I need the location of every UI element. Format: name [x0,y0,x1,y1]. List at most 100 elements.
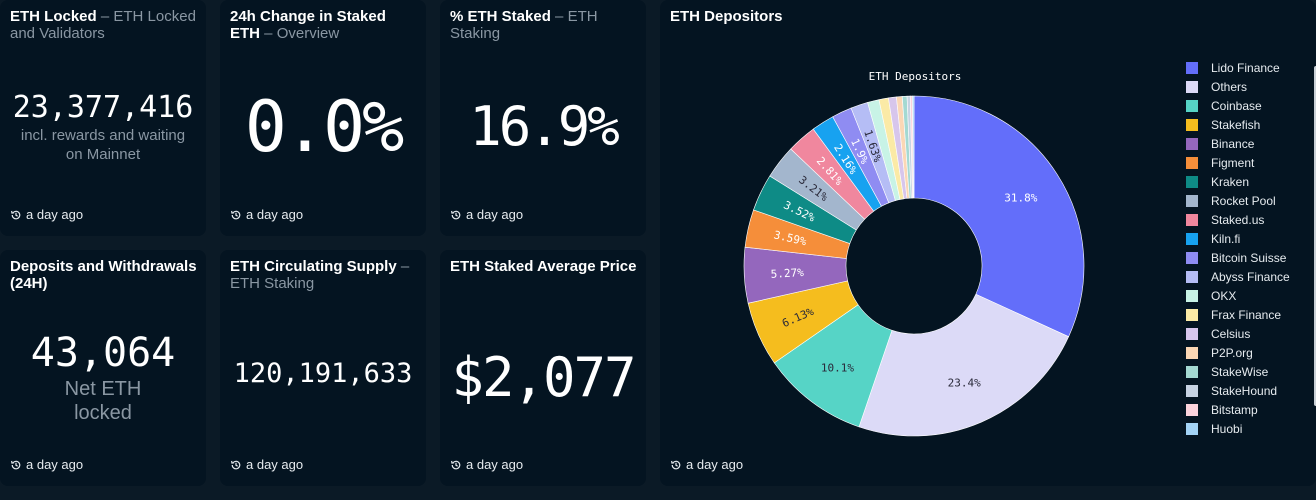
legend-label: Stakefish [1211,117,1261,132]
legend-item[interactable]: OKX [1186,286,1310,305]
updated-timestamp: a day ago [10,457,83,472]
legend-item[interactable]: P2P.org [1186,343,1310,362]
legend-scrollbar[interactable] [1314,66,1316,406]
pie-slice-others[interactable] [858,293,1070,437]
title-subtitle: ETH Staking [450,8,598,42]
legend-item[interactable]: Rocket Pool [1186,191,1310,210]
title-text: 24h Change in Staked ETH [230,8,386,42]
chart-title: ETH Depositors [868,70,962,83]
legend-item[interactable]: Lido Finance [1186,58,1310,77]
legend-item[interactable]: Bitcoin Suisse [1186,248,1310,267]
change-24h-card: 24h Change in Staked ETH – Overview 0.0%… [220,0,426,236]
legend-item[interactable]: StakeHound [1186,381,1310,400]
legend-swatch [1186,422,1198,435]
circulating-supply-value: 120,191,633 [233,358,413,389]
legend-swatch [1186,384,1198,397]
legend-label: StakeHound [1211,383,1278,398]
legend-item[interactable]: Bitstamp [1186,400,1310,419]
title-subtitle: Overview [276,25,340,42]
change-24h-value: 0.0% [244,86,405,168]
legend-swatch [1186,156,1198,169]
legend-item[interactable]: Coinbase [1186,96,1310,115]
legend-item[interactable]: Binance [1186,134,1310,153]
card-title: ETH Locked – ETH Locked and Validators [10,8,198,42]
chart-legend[interactable]: Lido Finance Others Coinbase Stakefish Binan… [1186,58,1310,436]
history-clock-icon [10,209,22,221]
title-text: ETH Circulating Supply [230,258,397,275]
legend-item[interactable]: Huobi [1186,419,1310,436]
legend-label: Kiln.fi [1211,231,1241,246]
history-clock-icon [670,459,682,471]
title-text: ETH Depositors [670,8,783,25]
legend-item[interactable]: StakeWise [1186,362,1310,381]
legend-label: Frax Finance [1211,307,1282,322]
pct-staked-value: 16.9% [469,95,620,158]
updated-timestamp: a day ago [230,457,303,472]
updated-text: a day ago [466,457,524,472]
legend-label: Staked.us [1211,212,1265,227]
deposits-caption-line2: locked [74,402,132,424]
legend-item[interactable]: Kiln.fi [1186,229,1310,248]
legend-item[interactable]: Frax Finance [1186,305,1310,324]
title-text: ETH Staked Average Price [450,258,637,275]
legend-swatch [1186,137,1198,150]
legend-swatch [1186,308,1198,321]
slice-data-label: 5.27% [770,266,804,281]
updated-timestamp: a day ago [670,457,743,472]
title-separator: – [100,8,110,25]
legend-label: StakeWise [1211,364,1269,379]
updated-text: a day ago [26,207,84,222]
updated-text: a day ago [246,457,304,472]
title-text: Deposits and Withdrawals (24H) [10,258,197,292]
legend-label: Lido Finance [1211,60,1280,75]
history-clock-icon [230,459,242,471]
legend-item[interactable]: Celsius [1186,324,1310,343]
eth-locked-card: ETH Locked – ETH Locked and Validators 2… [0,0,206,236]
updated-text: a day ago [26,457,84,472]
eth-locked-value: 23,377,416 [12,90,194,125]
legend-item[interactable]: Staked.us [1186,210,1310,229]
history-clock-icon [450,209,462,221]
updated-text: a day ago [686,457,744,472]
updated-text: a day ago [246,207,304,222]
eth-locked-caption-line1: incl. rewards and waiting [20,127,186,144]
updated-timestamp: a day ago [10,207,83,222]
legend-swatch [1186,251,1198,264]
legend-swatch [1186,213,1198,226]
legend-label: Binance [1211,136,1255,151]
eth-locked-caption-line2: on Mainnet [65,146,141,163]
legend-swatch [1186,365,1198,378]
circulating-supply-card: ETH Circulating Supply – ETH Staking 120… [220,250,426,486]
legend-swatch [1186,270,1198,283]
updated-timestamp: a day ago [230,207,303,222]
card-title: 24h Change in Staked ETH – Overview [230,8,418,42]
legend-swatch [1186,289,1198,302]
card-title: % ETH Staked – ETH Staking [450,8,638,42]
title-separator: – [555,8,564,25]
deposits-caption-line1: Net ETH [64,378,142,400]
title-text: ETH Locked [10,8,97,25]
eth-depositors-card: ETH Depositors ETH Depositors 31.8% 23.4%… [660,0,1316,486]
pct-staked-card: % ETH Staked – ETH Staking 16.9% a day a… [440,0,646,236]
legend-label: Kraken [1211,174,1250,189]
legend-item[interactable]: Kraken [1186,172,1310,191]
card-title: Deposits and Withdrawals (24H) [10,258,198,292]
legend-item[interactable]: Abyss Finance [1186,267,1310,286]
avg-price-value: $2,077 [451,346,636,409]
legend-label: OKX [1211,288,1237,303]
depositors-donut-chart[interactable]: 31.8%23.4%10.1%6.13%5.27%3.59%3.52%3.21%… [660,0,1316,486]
legend-item[interactable]: Figment [1186,153,1310,172]
title-subtitle: ETH Staking [230,275,315,292]
legend-item[interactable]: Others [1186,77,1310,96]
pie-slice-lido-finance[interactable] [913,95,1085,338]
legend-swatch [1186,403,1198,416]
legend-label: Bitcoin Suisse [1211,250,1287,265]
legend-swatch [1186,99,1198,112]
legend-item[interactable]: Stakefish [1186,115,1310,134]
title-subtitle: ETH Locked and Validators [10,8,196,42]
legend-swatch [1186,175,1198,188]
history-clock-icon [230,209,242,221]
slice-data-label: 10.1% [821,361,854,374]
pie-slice-huobi[interactable] [912,95,915,199]
legend-swatch [1186,232,1198,245]
